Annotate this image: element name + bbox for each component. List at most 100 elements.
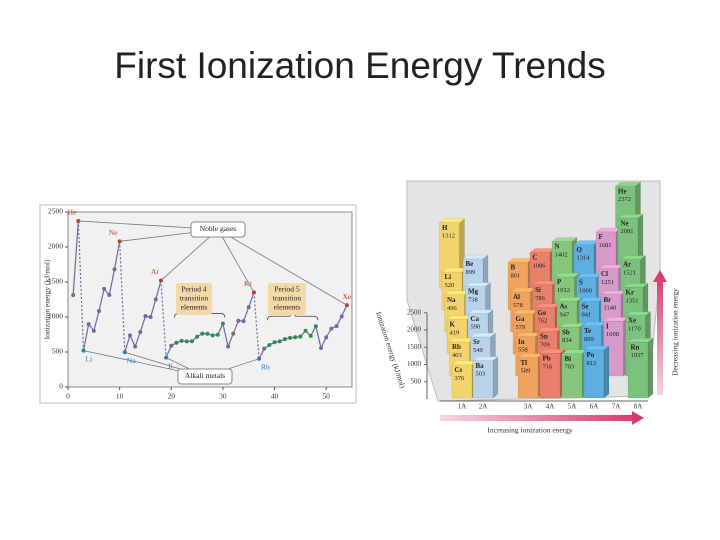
element-symbol: Pb: [543, 354, 551, 362]
x-axis-label: Increasing ionization energy: [487, 426, 572, 435]
element-symbol: Al: [513, 293, 520, 301]
element-symbol: He: [618, 187, 627, 195]
x-tick-label: 5A: [568, 403, 577, 411]
callout-box: [268, 283, 306, 315]
element-symbol: K: [450, 321, 456, 329]
bar-value: 1521: [623, 270, 636, 277]
line-segment: [98, 288, 105, 312]
bar-value: 1008: [606, 331, 619, 338]
data-point: [210, 333, 215, 338]
element-symbol: Ne: [621, 219, 629, 227]
data-point: [96, 308, 101, 313]
y-tick-label: 2000: [407, 326, 422, 334]
line-segment: [124, 335, 131, 353]
bar-value: 738: [468, 297, 478, 304]
bar-value: 703: [565, 364, 575, 371]
bar: [517, 357, 539, 399]
bar-value: 1037: [631, 352, 645, 359]
data-point: [319, 345, 324, 350]
data-point: [303, 328, 308, 333]
line-segment: [341, 304, 348, 317]
element-symbol: As: [560, 302, 568, 310]
bar-value: 549: [473, 347, 483, 354]
bar-side: [492, 356, 499, 399]
bar-value: 709: [540, 342, 550, 349]
callout-text: transition: [273, 294, 302, 303]
element-symbol: N: [555, 243, 560, 251]
x-tick-label: 8A: [634, 403, 643, 411]
element-symbol: Tl: [521, 359, 528, 367]
callout-text: Alkali metals: [185, 371, 225, 380]
element-symbol: F: [599, 233, 603, 241]
data-point: [298, 334, 303, 339]
element-symbol: S: [579, 279, 583, 287]
data-point: [220, 321, 225, 326]
data-point: [189, 339, 194, 344]
element-symbol: Kr: [626, 288, 635, 296]
bar-value: 503: [476, 371, 486, 378]
bar-value: 812: [587, 360, 597, 367]
element-symbol: C: [533, 254, 538, 262]
y-tick-label: 1500: [407, 343, 422, 351]
bar-value: 589: [521, 368, 531, 375]
element-symbol: B: [511, 263, 516, 271]
data-point: [215, 332, 220, 337]
data-point: [277, 339, 282, 344]
bar-value: 801: [511, 272, 521, 279]
data-point: [107, 293, 112, 298]
data-point: [174, 340, 179, 345]
data-point: [133, 344, 138, 349]
bar-side: [603, 345, 610, 399]
data-point: [288, 335, 293, 340]
y-axis-label: Ionization energy (kJ/mol): [374, 310, 407, 389]
data-point: [148, 315, 153, 319]
bar-value: 786: [535, 295, 546, 302]
data-point: [329, 326, 334, 331]
bar: [472, 360, 494, 399]
data-point: [153, 297, 158, 302]
bar-value: 941: [582, 312, 592, 319]
line-segment: [222, 323, 229, 347]
line-segment: [160, 280, 167, 358]
data-point: [200, 331, 205, 336]
x-tick-label: 6A: [590, 403, 599, 411]
data-point: [231, 331, 236, 336]
element-symbol: Ga: [516, 315, 525, 323]
data-point: [112, 267, 117, 272]
bar-value: 1681: [599, 242, 612, 249]
element-symbol: Bi: [565, 355, 572, 363]
data-point: [267, 343, 272, 347]
data-point: [272, 340, 277, 345]
bar-value: 834: [562, 337, 573, 344]
element-symbol: P: [557, 278, 562, 286]
line-segment: [165, 345, 172, 358]
element-symbol: Cs: [455, 366, 463, 374]
line-segment: [232, 320, 239, 334]
x-tick-label: 4A: [546, 403, 555, 411]
data-point: [293, 335, 298, 340]
data-point: [138, 329, 143, 334]
line-segment: [315, 326, 322, 349]
slide-title: First Ionization Energy Trends: [114, 45, 606, 86]
y-tick-label: 500: [52, 347, 64, 356]
y-axis-label: Ionization energy (kJ/mol): [43, 259, 52, 339]
line-segment: [155, 280, 162, 300]
x-tick-label: 50: [322, 392, 330, 401]
x-tick-label: 0: [66, 392, 70, 401]
y-tick-label: 0: [59, 382, 63, 391]
line-segment: [77, 220, 85, 351]
bar: [451, 364, 473, 399]
data-point: [71, 293, 76, 298]
bar-value: 869: [584, 336, 594, 343]
y-tick-label: 2500: [407, 308, 422, 316]
data-point: [91, 328, 96, 333]
data-point: [205, 331, 210, 336]
x-tick-label: 2A: [479, 403, 488, 411]
element-symbol: O: [577, 246, 583, 254]
line-segment: [72, 220, 79, 296]
bar-value: 1012: [557, 287, 570, 294]
y-tick-label: 2500: [48, 207, 63, 216]
x-tick-label: 1A: [458, 403, 467, 411]
element-symbol: Rb: [452, 343, 461, 351]
element-label: Kr: [244, 279, 252, 288]
